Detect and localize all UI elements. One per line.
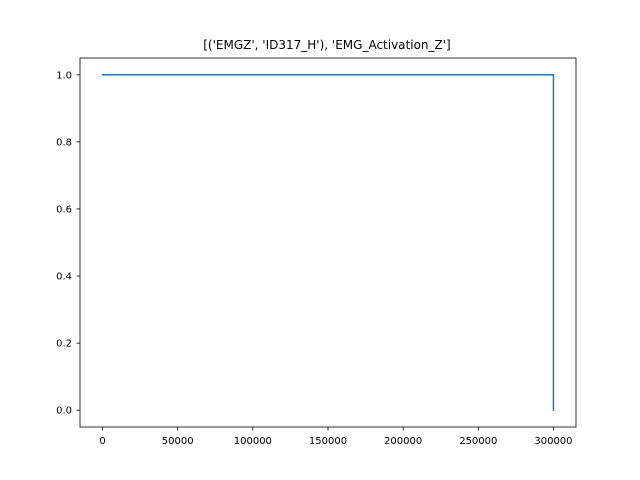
x-tick-label: 0 [99, 436, 105, 447]
y-tick-label: 1.0 [56, 70, 72, 81]
y-axis: 0.0 0.2 0.4 0.6 0.8 1.0 [56, 70, 80, 417]
y-tick-label: 0.0 [56, 406, 72, 417]
plot-area [101, 74, 555, 411]
y-tick-label: 0.4 [56, 272, 72, 283]
axes-frame [79, 57, 577, 428]
y-tick-label: 0.2 [56, 339, 72, 350]
x-tick-label: 150000 [309, 436, 347, 447]
x-tick-label: 200000 [384, 436, 422, 447]
y-tick-label: 0.8 [56, 137, 72, 148]
x-tick-label: 250000 [459, 436, 497, 447]
x-tick-label: 300000 [534, 436, 572, 447]
x-axis: 0 50000 100000 150000 200000 250000 300000 [99, 427, 573, 447]
series-line [101, 74, 555, 411]
x-tick-label: 50000 [162, 436, 194, 447]
chart-title: [('EMGZ', 'ID317_H'), 'EMG_Activation_Z'… [203, 38, 450, 52]
y-tick-label: 0.6 [56, 204, 72, 215]
x-tick-label: 100000 [234, 436, 272, 447]
